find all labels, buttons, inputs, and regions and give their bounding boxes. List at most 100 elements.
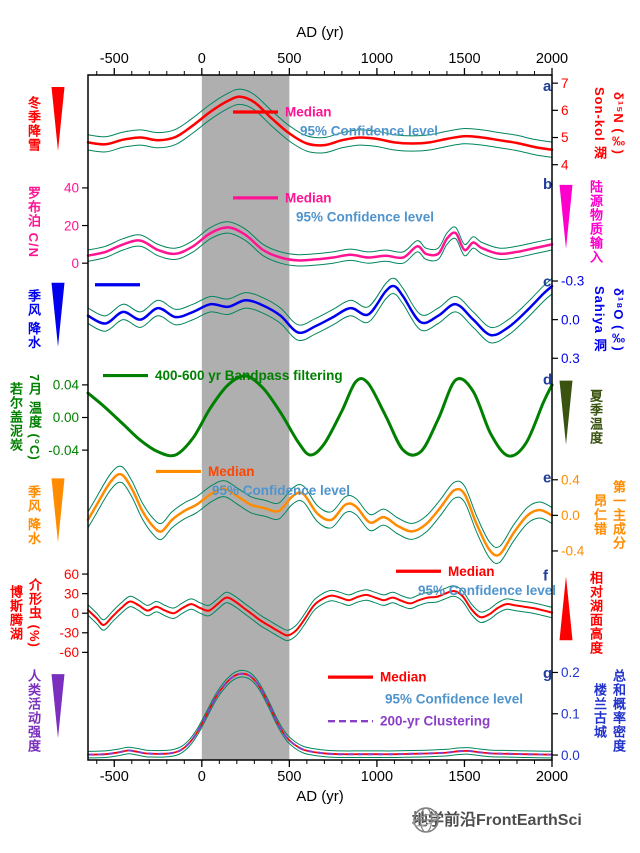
- legend-label-g-0: Median: [380, 670, 427, 685]
- x-tick-label-top: 1500: [448, 51, 480, 67]
- ci-lower-g: [87, 676, 553, 759]
- y-tick-label-f: 0: [71, 606, 79, 621]
- plot-frame: [87, 74, 553, 761]
- y-tick-label-a: 7: [561, 76, 569, 91]
- watermark: 地学前沿FrontEarthSci: [412, 806, 582, 833]
- legend-label-f-0: Median: [448, 564, 495, 579]
- x-tick-label-bottom: 2000: [536, 769, 568, 785]
- x-tick-label-top: -500: [100, 51, 129, 67]
- y-tick-label-b: 40: [64, 181, 79, 196]
- right-axis-label-e-col1: 第一主成分: [611, 480, 626, 551]
- y-tick-label-c: -0.3: [561, 274, 584, 289]
- ci-upper-a: [87, 88, 553, 143]
- median-line-b: [86, 226, 554, 262]
- trend-wedge-down-icon: [559, 380, 573, 445]
- trend-wedge-down-icon: [51, 674, 65, 739]
- ci-upper-f: [87, 585, 553, 631]
- x-tick-label-bottom: 1500: [448, 769, 480, 785]
- panel-letter-e: e: [543, 469, 551, 486]
- top-axis-title: AD (yr): [296, 24, 344, 41]
- legend-label-a-0: Median: [285, 105, 332, 120]
- panel-b: 0 20 40 b Median 95% Confidence level: [64, 176, 573, 271]
- y-tick-label-a: 4: [561, 157, 569, 172]
- left-axis-label-c-col0: 季风 降水: [26, 289, 41, 350]
- ci-lower-f: [87, 595, 553, 642]
- x-tick-label-top: 0: [198, 51, 206, 67]
- right-axis-label-g-col1: 总和概率密度: [611, 669, 626, 754]
- ci-lower-b: [87, 232, 553, 267]
- ci-upper-c: [87, 293, 553, 344]
- y-tick-label-a: 5: [561, 130, 569, 145]
- y-tick-label-d: 0.04: [53, 378, 80, 393]
- trend-wedge-down-icon: [51, 87, 65, 151]
- legend-label-a-1: 95% Confidence level: [300, 124, 438, 139]
- panel-letter-b: b: [543, 176, 552, 193]
- right-axis-label-c-col1: δ¹⁸O (‰): [611, 287, 626, 352]
- right-axis-label-c-col0: Sahiya 洞: [592, 286, 607, 353]
- left-axis-label-b-col0: 罗布泊 C/N: [26, 185, 41, 258]
- x-tick-label-bottom: 0: [198, 769, 206, 785]
- legend-label-e-0: Median: [208, 464, 255, 479]
- x-tick-label-bottom: -500: [100, 769, 129, 785]
- right-axis-label-g-col0: 楼兰古城: [592, 683, 607, 740]
- right-axis-label-a-col0: Son-kol 湖: [592, 87, 607, 161]
- ci-upper-b: [87, 221, 553, 256]
- ci-upper-e: [87, 465, 553, 549]
- median-line-d: [86, 374, 554, 458]
- y-tick-label-c: 0.3: [561, 351, 580, 366]
- legend-label-f-1: 95% Confidence level: [418, 583, 556, 598]
- panel-c: -0.3 0.0 0.3 c: [51, 274, 584, 366]
- trend-wedge-down-icon: [51, 282, 65, 347]
- right-axis-label-f-col0: 相对湖面高度: [588, 571, 603, 656]
- x-tick-label-top: 1000: [361, 51, 393, 67]
- left-axis-label-d-col1: 7月 温度 (°C): [27, 374, 42, 461]
- legend-label-g-1: 95% Confidence level: [385, 692, 523, 707]
- y-tick-label-g: 0.1: [561, 706, 580, 721]
- right-axis-label-d-col0: 夏季温度: [588, 389, 603, 446]
- bottom-axis-title: AD (yr): [296, 788, 344, 805]
- ci-upper-g: [87, 669, 553, 752]
- legend-label-g-2: 200-yr Clustering: [380, 714, 490, 729]
- x-tick-label-top: 2000: [536, 51, 568, 67]
- y-tick-label-b: 20: [64, 218, 79, 233]
- y-tick-label-d: -0.04: [48, 443, 79, 458]
- ci-lower-e: [87, 481, 553, 565]
- y-tick-label-e: -0.4: [561, 544, 585, 559]
- y-tick-label-e: 0.4: [561, 472, 580, 487]
- trend-wedge-down-icon: [559, 184, 573, 249]
- panel-letter-c: c: [543, 274, 551, 291]
- x-tick-label-bottom: 1000: [361, 769, 393, 785]
- panel-g: 0.0 0.1 0.2 g Median 95% Confidence level 200-…: [51, 665, 580, 763]
- right-axis-label-a-col1: δ¹⁵N (‰): [611, 92, 626, 156]
- legend-label-b-1: 95% Confidence level: [296, 209, 434, 224]
- left-axis-label-f-col0: 博斯腾湖: [8, 585, 23, 642]
- y-tick-label-a: 6: [561, 103, 569, 118]
- y-tick-label-g: 0.2: [561, 665, 580, 680]
- panel-f: -60 -30 0 30 60 f Median 95% Confidence level: [59, 564, 573, 660]
- panel-letter-d: d: [543, 372, 552, 389]
- trend-wedge-up-icon: [559, 576, 573, 641]
- legend-label-b-0: Median: [285, 190, 332, 205]
- right-axis-label-e-col0: 昂仁错: [592, 494, 607, 537]
- median-line-f: [87, 589, 553, 637]
- y-tick-label-f: -30: [59, 626, 79, 641]
- panel-e: -0.4 0.0 0.4 e Median 95% Confidence level: [51, 464, 585, 565]
- x-tick-label-top: 500: [277, 51, 301, 67]
- y-tick-label-b: 0: [71, 256, 79, 271]
- left-axis-label-d-col0: 若尔盖泥炭: [8, 382, 23, 453]
- panel-letter-a: a: [543, 78, 552, 95]
- y-tick-label-f: -60: [59, 645, 79, 660]
- left-axis-label-e-col0: 季风 降水: [26, 485, 41, 546]
- highlight-band-0-500AD: [201, 75, 290, 760]
- median-line-c: [86, 284, 554, 337]
- ci-lower-a: [87, 103, 553, 158]
- watermark-text: 地学前沿FrontEarthSci: [412, 812, 582, 829]
- left-axis-label-f-col1: 介形虫 (%): [27, 578, 42, 649]
- y-tick-label-f: 30: [64, 586, 79, 601]
- y-tick-label-g: 0.0: [561, 748, 580, 763]
- legend-label-e-1: 95% Confidence level: [212, 483, 350, 498]
- y-tick-label-d: 0.00: [53, 410, 79, 425]
- y-tick-label-c: 0.0: [561, 312, 580, 327]
- panel-a: 4 5 6 7a Median 95% Confidence level: [51, 76, 569, 172]
